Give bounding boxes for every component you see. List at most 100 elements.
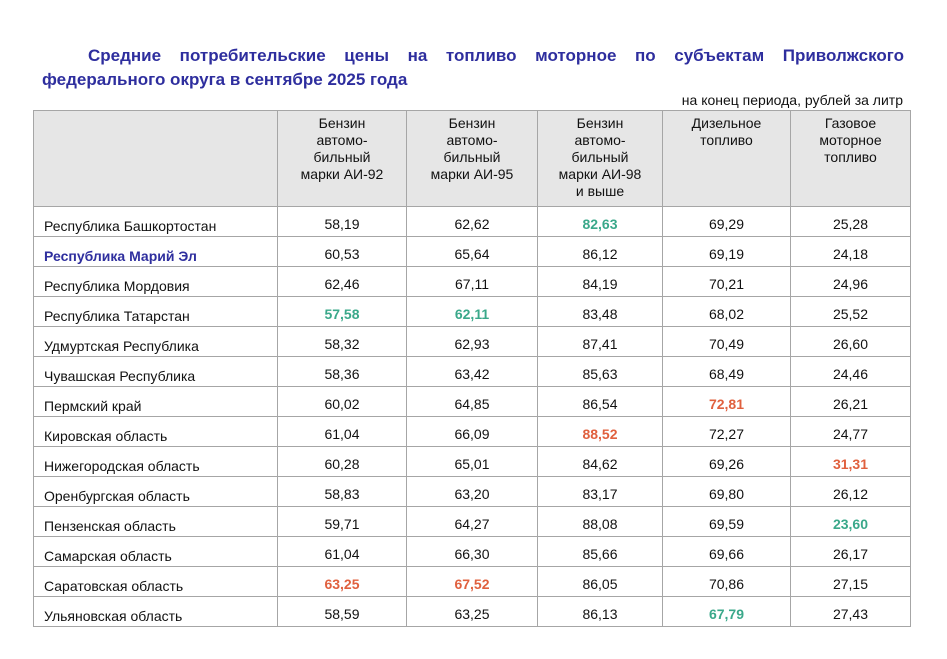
price-cell: 27,15: [790, 566, 911, 597]
region-name-cell: Удмуртская Республика: [33, 326, 278, 357]
price-cell: 84,19: [537, 266, 663, 297]
price-cell: 26,60: [790, 326, 911, 357]
price-cell: 86,54: [537, 386, 663, 417]
price-cell: 82,63: [537, 206, 663, 237]
price-cell: 58,36: [277, 356, 407, 387]
price-cell: 85,66: [537, 536, 663, 567]
price-cell: 63,25: [406, 596, 538, 627]
region-name-cell: Республика Марий Эл: [33, 236, 278, 267]
table-row: Оренбургская область 58,83 63,20 83,17 69,80…: [33, 476, 911, 507]
units-note: на конец периода, рублей за литр: [681, 92, 903, 108]
table-row: Кировская область 61,04 66,09 88,52 72,27 24,…: [33, 416, 911, 447]
region-name-cell: Пермский край: [33, 386, 278, 417]
price-cell: 31,31: [790, 446, 911, 477]
table-row: Самарская область 61,04 66,30 85,66 69,66 26,…: [33, 536, 911, 567]
price-cell: 24,77: [790, 416, 911, 447]
table-row: Республика Татарстан 57,58 62,11 83,48 68,02…: [33, 296, 911, 327]
price-cell: 86,05: [537, 566, 663, 597]
table-header-row: Бензин автомо- бильный марки АИ-92 Бензи…: [33, 110, 911, 207]
region-name-cell: Республика Татарстан: [33, 296, 278, 327]
price-cell: 24,96: [790, 266, 911, 297]
price-cell: 58,59: [277, 596, 407, 627]
price-cell: 61,04: [277, 536, 407, 567]
price-cell: 60,28: [277, 446, 407, 477]
price-cell: 69,59: [662, 506, 791, 537]
table-row: Чувашская Республика 58,36 63,42 85,63 68,49…: [33, 356, 911, 387]
price-cell: 26,17: [790, 536, 911, 567]
price-cell: 72,81: [662, 386, 791, 417]
price-cell: 69,29: [662, 206, 791, 237]
price-cell: 85,63: [537, 356, 663, 387]
price-cell: 23,60: [790, 506, 911, 537]
header-cell-gas: Газовое моторное топливо: [790, 110, 911, 207]
price-cell: 65,64: [406, 236, 538, 267]
table-row: Республика Башкортостан 58,19 62,62 82,63 69…: [33, 206, 911, 237]
header-cell-diesel: Дизельное топливо: [662, 110, 791, 207]
table-row: Удмуртская Республика 58,32 62,93 87,41 70,4…: [33, 326, 911, 357]
table-body: Республика Башкортостан 58,19 62,62 82,63 69…: [33, 206, 911, 627]
price-cell: 26,21: [790, 386, 911, 417]
price-cell: 60,02: [277, 386, 407, 417]
document-title: Средние потребительские цены на топливо …: [42, 46, 904, 89]
price-cell: 61,04: [277, 416, 407, 447]
price-cell: 57,58: [277, 296, 407, 327]
table-row: Республика Марий Эл 60,53 65,64 86,12 69,19 2…: [33, 236, 911, 267]
header-cell-ai98: Бензин автомо- бильный марки АИ-98 и выш…: [537, 110, 663, 207]
region-name-cell: Оренбургская область: [33, 476, 278, 507]
price-cell: 62,93: [406, 326, 538, 357]
table-row: Республика Мордовия 62,46 67,11 84,19 70,21 2…: [33, 266, 911, 297]
price-cell: 66,30: [406, 536, 538, 567]
price-cell: 65,01: [406, 446, 538, 477]
region-name-cell: Кировская область: [33, 416, 278, 447]
price-cell: 87,41: [537, 326, 663, 357]
region-name-cell: Саратовская область: [33, 566, 278, 597]
region-name-cell: Нижегородская область: [33, 446, 278, 477]
price-cell: 62,62: [406, 206, 538, 237]
header-cell-ai92: Бензин автомо- бильный марки АИ-92: [277, 110, 407, 207]
price-cell: 60,53: [277, 236, 407, 267]
price-cell: 84,62: [537, 446, 663, 477]
region-name-cell: Ульяновская область: [33, 596, 278, 627]
price-cell: 68,02: [662, 296, 791, 327]
price-cell: 24,46: [790, 356, 911, 387]
table-row: Саратовская область 63,25 67,52 86,05 70,86 2…: [33, 566, 911, 597]
price-cell: 70,86: [662, 566, 791, 597]
price-cell: 70,21: [662, 266, 791, 297]
header-cell-ai95: Бензин автомо- бильный марки АИ-95: [406, 110, 538, 207]
fuel-prices-table: Бензин автомо- бильный марки АИ-92 Бензи…: [33, 110, 911, 627]
price-cell: 27,43: [790, 596, 911, 627]
price-cell: 86,13: [537, 596, 663, 627]
region-name-cell: Пензенская область: [33, 506, 278, 537]
price-cell: 69,19: [662, 236, 791, 267]
price-cell: 63,25: [277, 566, 407, 597]
price-cell: 69,26: [662, 446, 791, 477]
price-cell: 70,49: [662, 326, 791, 357]
region-name-cell: Самарская область: [33, 536, 278, 567]
price-cell: 64,27: [406, 506, 538, 537]
price-cell: 63,20: [406, 476, 538, 507]
price-cell: 88,08: [537, 506, 663, 537]
price-cell: 25,28: [790, 206, 911, 237]
region-name-cell: Чувашская Республика: [33, 356, 278, 387]
price-cell: 25,52: [790, 296, 911, 327]
header-cell-region: [33, 110, 278, 207]
price-cell: 68,49: [662, 356, 791, 387]
price-cell: 88,52: [537, 416, 663, 447]
price-cell: 83,48: [537, 296, 663, 327]
price-cell: 83,17: [537, 476, 663, 507]
price-cell: 72,27: [662, 416, 791, 447]
price-cell: 58,32: [277, 326, 407, 357]
price-cell: 62,46: [277, 266, 407, 297]
price-cell: 58,19: [277, 206, 407, 237]
price-cell: 58,83: [277, 476, 407, 507]
price-cell: 86,12: [537, 236, 663, 267]
price-cell: 69,66: [662, 536, 791, 567]
table-row: Ульяновская область 58,59 63,25 86,13 67,79 2…: [33, 596, 911, 627]
price-cell: 63,42: [406, 356, 538, 387]
table-row: Пензенская область 59,71 64,27 88,08 69,59 23…: [33, 506, 911, 537]
price-cell: 24,18: [790, 236, 911, 267]
price-cell: 66,09: [406, 416, 538, 447]
price-cell: 26,12: [790, 476, 911, 507]
table-row: Нижегородская область 60,28 65,01 84,62 69,2…: [33, 446, 911, 477]
